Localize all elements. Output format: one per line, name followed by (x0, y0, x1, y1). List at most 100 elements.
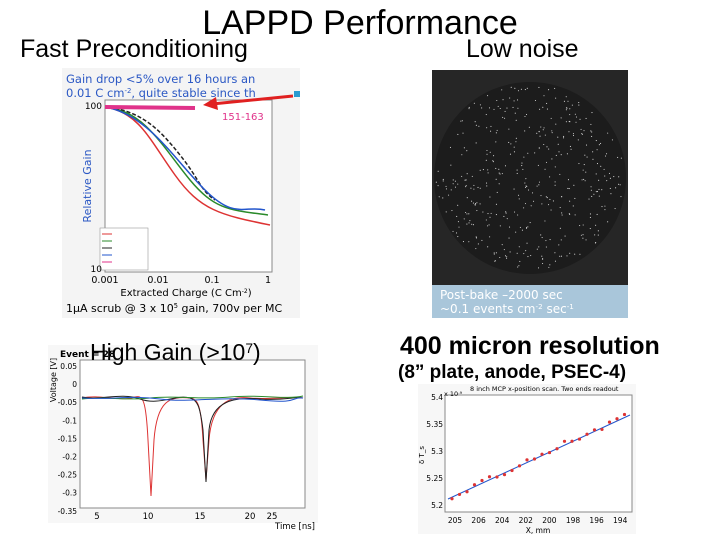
hit (506, 107, 508, 109)
hit (569, 213, 571, 216)
noise-caption: Post-bake –2000 sec (440, 288, 563, 302)
hit (559, 255, 561, 257)
hit (525, 113, 528, 116)
hit (560, 239, 562, 241)
point (547, 450, 552, 455)
hit (595, 224, 597, 226)
hit (533, 200, 535, 202)
point (615, 417, 619, 421)
superscript: -2 (124, 87, 131, 95)
hit (545, 161, 548, 163)
hit (582, 237, 584, 239)
hit (498, 172, 500, 174)
hit (475, 248, 477, 250)
hit (617, 156, 619, 158)
hit (508, 141, 510, 144)
hit (572, 205, 574, 207)
hit (517, 194, 520, 196)
hit (604, 209, 606, 211)
hit (546, 102, 548, 104)
hit (600, 165, 602, 167)
hit (590, 123, 592, 125)
hit (489, 196, 491, 198)
point (585, 432, 589, 436)
hit (494, 260, 496, 262)
hit (519, 226, 521, 228)
section-heading: Fast Preconditioning (20, 35, 248, 63)
hit (547, 204, 550, 206)
hit (487, 225, 489, 227)
hit (591, 131, 593, 133)
hit (548, 148, 550, 150)
y-tick-label: 100 (85, 102, 102, 112)
hit (569, 145, 571, 148)
point (510, 468, 514, 473)
hit (538, 184, 540, 186)
hit (454, 186, 457, 188)
hit (495, 203, 497, 205)
hit (466, 197, 468, 199)
hit (608, 172, 611, 174)
superscript: -2 (242, 288, 248, 295)
hit (479, 104, 481, 106)
plot-caption: 1μA scrub @ 3 x 105 gain, 700v per MC (66, 302, 282, 315)
hit (510, 86, 512, 88)
hit (495, 178, 497, 180)
hit (465, 211, 467, 214)
hit (515, 119, 517, 121)
hit (462, 241, 464, 243)
hit (466, 150, 468, 152)
hit (468, 106, 470, 109)
point (517, 464, 522, 468)
hit (542, 129, 544, 131)
hit (493, 155, 495, 157)
hit (499, 107, 501, 110)
hit (489, 151, 491, 153)
hit (482, 169, 484, 171)
hit (595, 140, 597, 142)
axis-label: X, mm (526, 526, 551, 535)
hit (513, 188, 515, 190)
point (622, 412, 627, 417)
axis-label: Relative Gain (81, 149, 94, 222)
hit (560, 154, 562, 156)
hit (542, 106, 544, 108)
text-part: sec (543, 302, 567, 316)
hit (499, 256, 501, 259)
hit (527, 189, 530, 191)
point (555, 447, 559, 451)
hit (555, 154, 557, 156)
hit (545, 240, 547, 242)
hit (501, 244, 503, 246)
hit (604, 155, 607, 157)
hit (525, 250, 527, 252)
hit (538, 246, 540, 248)
hit (615, 187, 617, 189)
hit (585, 117, 587, 120)
hit (504, 255, 507, 257)
hit (549, 198, 551, 200)
hit (450, 164, 452, 166)
hit (475, 202, 477, 205)
hit (495, 252, 497, 254)
hit (601, 189, 603, 191)
hit (513, 151, 515, 153)
hit (540, 126, 542, 128)
hit (471, 200, 473, 202)
plot-title: Event = 28 (60, 350, 115, 360)
section-heading: 400 micron resolution (400, 332, 660, 360)
hit (528, 126, 530, 128)
hit (435, 181, 437, 183)
hit (555, 123, 557, 125)
hit (466, 223, 468, 225)
hit (611, 139, 613, 141)
hit (574, 197, 576, 200)
hit (569, 252, 571, 254)
hit (595, 191, 597, 193)
hit (539, 135, 541, 137)
hit (598, 195, 600, 197)
hit (516, 252, 518, 254)
hit (540, 234, 542, 236)
hit (571, 104, 573, 106)
point (577, 437, 582, 441)
